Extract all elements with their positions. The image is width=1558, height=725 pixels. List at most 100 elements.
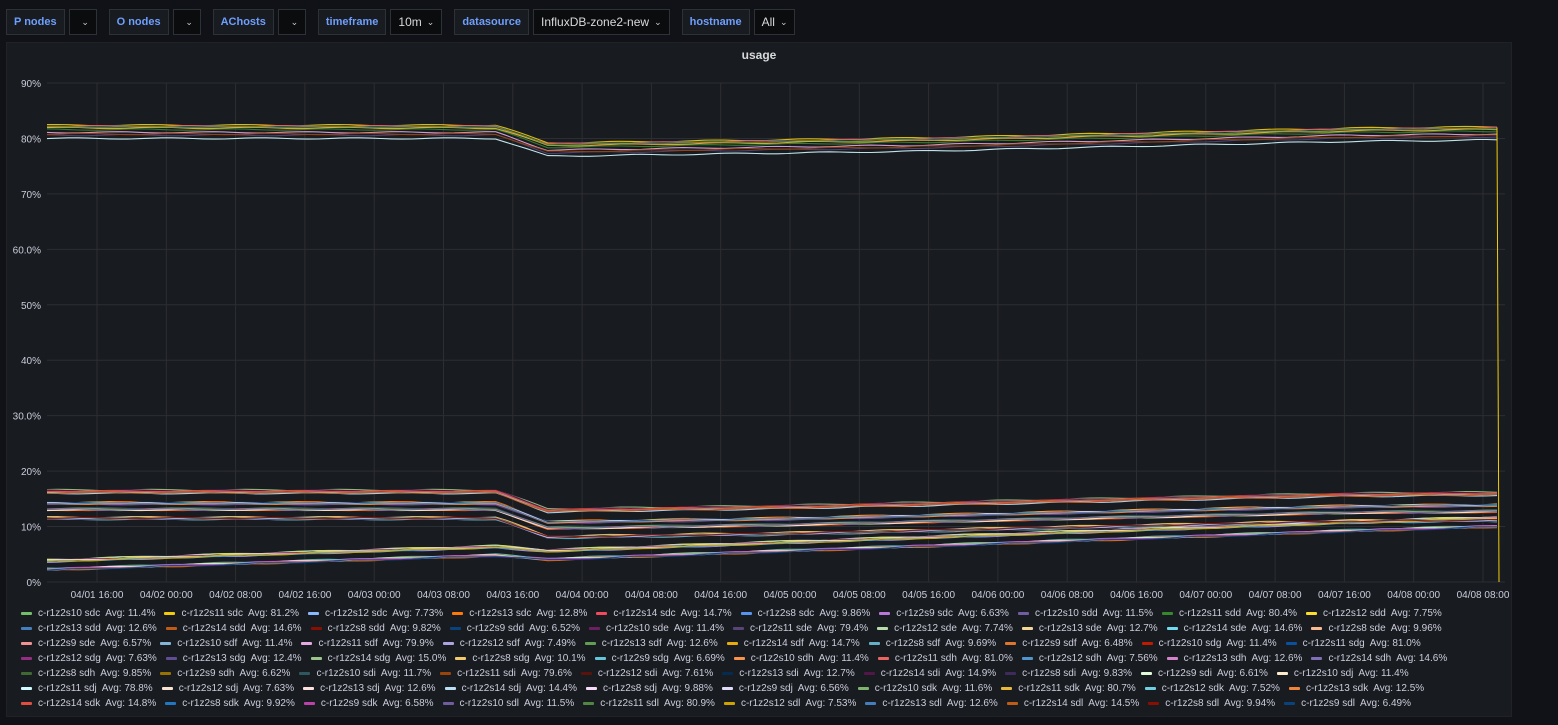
var-dropdown-achosts[interactable]: ⌄ bbox=[277, 9, 306, 35]
legend-item[interactable]: c-r1z2s11 sdg Avg: 81.0% bbox=[1285, 638, 1421, 649]
legend-item[interactable]: c-r1z2s9 sdi Avg: 6.61% bbox=[1141, 668, 1268, 679]
legend-item[interactable]: c-r1z2s12 sdd Avg: 7.75% bbox=[1306, 608, 1442, 619]
legend-item[interactable]: c-r1z2s12 sdf Avg: 7.49% bbox=[442, 638, 576, 649]
var-dropdown-o-nodes[interactable]: ⌄ bbox=[172, 9, 201, 35]
var-label-hostname[interactable]: hostname bbox=[681, 9, 750, 35]
legend-item[interactable]: c-r1z2s11 sdc Avg: 81.2% bbox=[164, 608, 299, 619]
var-label-timeframe[interactable]: timeframe bbox=[317, 9, 387, 35]
legend-series-avg: Avg: 9.69% bbox=[945, 638, 997, 649]
var-dropdown-hostname[interactable]: All ⌄ bbox=[753, 9, 796, 35]
legend-series-name: c-r1z2s11 sdl bbox=[600, 698, 659, 709]
legend-item[interactable]: c-r1z2s13 sdk Avg: 12.5% bbox=[1288, 683, 1424, 694]
legend-item[interactable]: c-r1z2s13 sdh Avg: 12.6% bbox=[1166, 653, 1302, 664]
legend-item[interactable]: c-r1z2s12 sdl Avg: 7.53% bbox=[723, 698, 856, 709]
legend-item[interactable]: c-r1z2s10 sdg Avg: 11.4% bbox=[1141, 638, 1277, 649]
legend-item[interactable]: c-r1z2s14 sdi Avg: 14.9% bbox=[863, 668, 996, 679]
legend-item[interactable]: c-r1z2s8 sdi Avg: 9.83% bbox=[1005, 668, 1132, 679]
legend-item[interactable]: c-r1z2s14 sdk Avg: 14.8% bbox=[21, 698, 156, 709]
legend-item[interactable]: c-r1z2s8 sdj Avg: 9.88% bbox=[586, 683, 713, 694]
legend-series-avg: Avg: 9.88% bbox=[661, 683, 713, 694]
legend-item[interactable]: c-r1z2s11 sdj Avg: 78.8% bbox=[21, 683, 153, 694]
var-label-datasource[interactable]: datasource bbox=[454, 9, 530, 35]
legend-item[interactable]: c-r1z2s11 sdd Avg: 80.4% bbox=[1161, 608, 1297, 619]
legend-item[interactable]: c-r1z2s9 sdl Avg: 6.49% bbox=[1284, 698, 1411, 709]
legend-item[interactable]: c-r1z2s8 sde Avg: 9.96% bbox=[1311, 623, 1442, 634]
legend-item[interactable]: c-r1z2s12 sdi Avg: 7.61% bbox=[580, 668, 713, 679]
legend-item[interactable]: c-r1z2s8 sdd Avg: 9.82% bbox=[310, 623, 441, 634]
var-dropdown-p-nodes[interactable]: ⌄ bbox=[68, 9, 97, 35]
var-label-o-nodes[interactable]: O nodes bbox=[108, 9, 169, 35]
legend-item[interactable]: c-r1z2s9 sdd Avg: 6.52% bbox=[449, 623, 580, 634]
legend-item[interactable]: c-r1z2s9 sdc Avg: 6.63% bbox=[879, 608, 1009, 619]
legend-item[interactable]: c-r1z2s10 sdl Avg: 11.5% bbox=[442, 698, 574, 709]
legend-item[interactable]: c-r1z2s10 sdh Avg: 11.4% bbox=[733, 653, 869, 664]
legend-item[interactable]: c-r1z2s10 sdd Avg: 11.5% bbox=[1017, 608, 1153, 619]
legend-item[interactable]: c-r1z2s8 sdg Avg: 10.1% bbox=[455, 653, 586, 664]
legend-item[interactable]: c-r1z2s10 sdi Avg: 11.7% bbox=[299, 668, 431, 679]
legend-item[interactable]: c-r1z2s14 sdg Avg: 15.0% bbox=[310, 653, 446, 664]
legend-series-name: c-r1z2s8 sdd bbox=[327, 623, 385, 634]
legend-series-name: c-r1z2s12 sdd bbox=[1323, 608, 1386, 619]
legend-item[interactable]: c-r1z2s11 sde Avg: 79.4% bbox=[733, 623, 868, 634]
legend-item[interactable]: c-r1z2s12 sde Avg: 7.74% bbox=[877, 623, 1013, 634]
y-tick-label: 50% bbox=[21, 301, 41, 312]
series-line bbox=[47, 518, 1498, 562]
legend-item[interactable]: c-r1z2s10 sdc Avg: 11.4% bbox=[21, 608, 155, 619]
x-tick-label: 04/07 08:00 bbox=[1249, 590, 1302, 601]
legend-item[interactable]: c-r1z2s13 sdf Avg: 12.6% bbox=[584, 638, 718, 649]
legend-series-avg: Avg: 79.4% bbox=[817, 623, 869, 634]
legend-item[interactable]: c-r1z2s8 sdh Avg: 9.85% bbox=[21, 668, 151, 679]
legend-item[interactable]: c-r1z2s13 sde Avg: 12.7% bbox=[1021, 623, 1158, 634]
legend-item[interactable]: c-r1z2s8 sdc Avg: 9.86% bbox=[740, 608, 870, 619]
legend-series-name: c-r1z2s12 sdk bbox=[1161, 683, 1224, 694]
legend-item[interactable]: c-r1z2s12 sdj Avg: 7.63% bbox=[161, 683, 294, 694]
legend-item[interactable]: c-r1z2s9 sdk Avg: 6.58% bbox=[303, 698, 434, 709]
legend-swatch bbox=[1141, 642, 1153, 645]
var-dropdown-datasource[interactable]: InfluxDB-zone2-new ⌄ bbox=[533, 9, 670, 35]
legend-item[interactable]: c-r1z2s13 sdg Avg: 12.4% bbox=[165, 653, 302, 664]
panel-title[interactable]: usage bbox=[741, 48, 777, 62]
legend-item[interactable]: c-r1z2s9 sdh Avg: 6.62% bbox=[160, 668, 290, 679]
legend-item[interactable]: c-r1z2s10 sdj Avg: 11.4% bbox=[1276, 668, 1409, 679]
legend-item[interactable]: c-r1z2s8 sdf Avg: 9.69% bbox=[868, 638, 997, 649]
legend-item[interactable]: c-r1z2s8 sdl Avg: 9.94% bbox=[1148, 698, 1275, 709]
legend-swatch bbox=[733, 627, 745, 630]
legend-item[interactable]: c-r1z2s9 sdg Avg: 6.69% bbox=[594, 653, 725, 664]
legend-item[interactable]: c-r1z2s10 sdf Avg: 11.4% bbox=[160, 638, 292, 649]
legend-item[interactable]: c-r1z2s11 sdl Avg: 80.9% bbox=[583, 698, 715, 709]
legend-item[interactable]: c-r1z2s11 sdf Avg: 79.9% bbox=[301, 638, 434, 649]
usage-chart[interactable]: 0% 10% 20% 30.0% 40% 50% 60.0% 70% 80% 90% 04/01 1… bbox=[7, 43, 1511, 603]
legend-item[interactable]: c-r1z2s12 sdk Avg: 7.52% bbox=[1144, 683, 1280, 694]
legend-item[interactable]: c-r1z2s12 sdh Avg: 7.56% bbox=[1021, 653, 1158, 664]
legend-item[interactable]: c-r1z2s11 sdk Avg: 80.7% bbox=[1001, 683, 1136, 694]
legend-item[interactable]: c-r1z2s13 sdc Avg: 12.8% bbox=[452, 608, 587, 619]
legend-item[interactable]: c-r1z2s11 sdi Avg: 79.6% bbox=[440, 668, 572, 679]
legend-item[interactable]: c-r1z2s14 sdl Avg: 14.5% bbox=[1006, 698, 1139, 709]
legend-series-avg: Avg: 81.2% bbox=[248, 608, 299, 619]
legend-series-name: c-r1z2s12 sdl bbox=[740, 698, 801, 709]
legend-item[interactable]: c-r1z2s12 sdg Avg: 7.63% bbox=[21, 653, 157, 664]
var-label-achosts[interactable]: AChosts bbox=[212, 9, 274, 35]
legend-item[interactable]: c-r1z2s10 sdk Avg: 11.6% bbox=[857, 683, 992, 694]
legend-item[interactable]: c-r1z2s14 sde Avg: 14.6% bbox=[1166, 623, 1303, 634]
legend-item[interactable]: c-r1z2s14 sdh Avg: 14.6% bbox=[1311, 653, 1447, 664]
legend-item[interactable]: c-r1z2s13 sdi Avg: 12.7% bbox=[722, 668, 855, 679]
legend-item[interactable]: c-r1z2s14 sdc Avg: 14.7% bbox=[596, 608, 732, 619]
legend-item[interactable]: c-r1z2s10 sde Avg: 11.4% bbox=[589, 623, 724, 634]
legend-item[interactable]: c-r1z2s13 sdl Avg: 12.6% bbox=[865, 698, 998, 709]
legend-item[interactable]: c-r1z2s14 sdj Avg: 14.4% bbox=[444, 683, 577, 694]
var-label-p-nodes[interactable]: P nodes bbox=[6, 9, 65, 35]
legend-item[interactable]: c-r1z2s8 sdk Avg: 9.92% bbox=[165, 698, 295, 709]
legend-item[interactable]: c-r1z2s14 sdf Avg: 14.7% bbox=[726, 638, 860, 649]
var-dropdown-timeframe[interactable]: 10m ⌄ bbox=[390, 9, 443, 35]
legend-series-avg: Avg: 14.6% bbox=[1251, 623, 1303, 634]
legend-item[interactable]: c-r1z2s14 sdd Avg: 14.6% bbox=[165, 623, 302, 634]
legend-item[interactable]: c-r1z2s9 sdf Avg: 6.48% bbox=[1005, 638, 1133, 649]
legend-item[interactable]: c-r1z2s9 sde Avg: 6.57% bbox=[21, 638, 151, 649]
legend-item[interactable]: c-r1z2s13 sdd Avg: 12.6% bbox=[21, 623, 157, 634]
legend-swatch bbox=[726, 642, 738, 645]
legend-item[interactable]: c-r1z2s9 sdj Avg: 6.56% bbox=[721, 683, 849, 694]
legend-item[interactable]: c-r1z2s11 sdh Avg: 81.0% bbox=[877, 653, 1013, 664]
legend-item[interactable]: c-r1z2s12 sdc Avg: 7.73% bbox=[307, 608, 443, 619]
legend-item[interactable]: c-r1z2s13 sdj Avg: 12.6% bbox=[303, 683, 436, 694]
